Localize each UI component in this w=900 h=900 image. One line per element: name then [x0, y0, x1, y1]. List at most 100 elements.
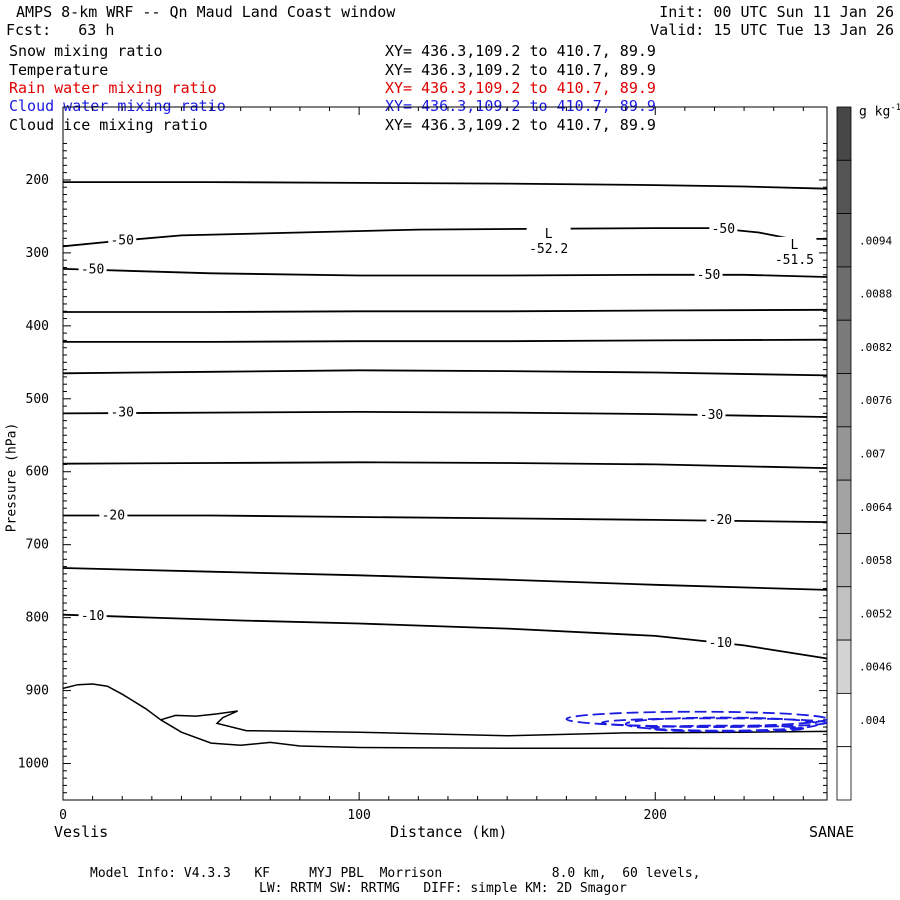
low-marker: L [545, 227, 553, 242]
isotherm-line [62, 369, 828, 377]
isotherm-label: -10 [709, 636, 732, 651]
plot-frame [62, 106, 828, 801]
chart-title: AMPS 8-km WRF -- Qn Maud Land Coast wind… [16, 3, 396, 21]
isotherm-label-bg [709, 220, 738, 235]
isotherm-label-bg [697, 406, 726, 421]
isotherm-line [62, 268, 828, 278]
field-cloud-ice-xy: XY= 436.3,109.2 to 410.7, 89.9 [385, 116, 656, 134]
isotherm-line [62, 567, 828, 591]
y-tick-label: 800 [26, 611, 49, 626]
isotherm-line [63, 514, 828, 523]
isotherm-label-bg [108, 404, 137, 419]
field-cloud-water-xy: XY= 436.3,109.2 to 410.7, 89.9 [385, 97, 656, 115]
y-axis-label: Pressure (hPa) [4, 422, 20, 533]
isotherm-label: -20 [102, 509, 125, 524]
isotherm-label-bg [694, 266, 723, 281]
cloud-water-contour [624, 716, 820, 732]
colorbar-swatch [836, 692, 852, 748]
colorbar-swatch [836, 319, 852, 374]
extremum-bg [772, 236, 817, 267]
colorbar-level-label: .0076 [859, 394, 892, 407]
isotherm-line [62, 410, 828, 418]
valid-time: Valid: 15 UTC Tue 13 Jan 26 [650, 21, 894, 39]
y-tick-label: 600 [26, 465, 49, 480]
colorbar-level-label: .004 [859, 714, 886, 727]
colorbar-level-label: .0088 [859, 288, 892, 301]
isotherm-label: -10 [81, 609, 104, 624]
forecast-hour: Fcst: 63 h [6, 21, 115, 39]
colorbar-swatch [836, 213, 852, 268]
field-cloud-water-name: Cloud water mixing ratio [9, 97, 226, 115]
isotherm-line [63, 338, 828, 343]
isotherm-label-bg [108, 232, 137, 247]
field-snow-name: Snow mixing ratio [9, 42, 163, 60]
isotherm-label: -30 [110, 406, 133, 421]
isotherm-line [63, 308, 828, 313]
isotherm-line [63, 181, 828, 190]
y-tick-label: 500 [26, 392, 49, 407]
colorbar-level-label: .0058 [859, 554, 892, 567]
colorbar-level-label: .0052 [859, 607, 892, 620]
y-tick-label: 900 [26, 684, 49, 699]
y-tick-label: 400 [26, 319, 49, 334]
field-rain-name: Rain water mixing ratio [9, 79, 217, 97]
field-temperature-name: Temperature [9, 61, 109, 79]
cloud-water-contour [648, 724, 805, 733]
isotherm-label-bg [99, 507, 128, 522]
cloud-water-contour [565, 710, 828, 728]
field-snow-xy: XY= 436.3,109.2 to 410.7, 89.9 [385, 42, 656, 60]
colorbar-unit-text: g kg [859, 104, 891, 120]
isotherm-label: -30 [700, 408, 723, 423]
colorbar-swatch [836, 159, 852, 215]
colorbar-swatch [836, 426, 852, 481]
isotherm-label-bg [78, 608, 107, 623]
field-cloud-ice-name: Cloud ice mixing ratio [9, 116, 208, 134]
colorbar-swatch [836, 106, 852, 161]
terrain-upper-line [62, 683, 828, 737]
isotherm-label-bg [706, 635, 735, 650]
model-info-line1: Model Info: V4.3.3 KF MYJ PBL Morrison 8… [90, 866, 701, 881]
isotherm-label: -20 [709, 513, 732, 528]
extremum-bg [526, 225, 571, 256]
init-time: Init: 00 UTC Sun 11 Jan 26 [659, 3, 894, 21]
terrain-lower-line [160, 719, 828, 750]
x-axis-label: Distance (km) [390, 823, 508, 841]
y-tick-label: 300 [26, 246, 49, 261]
isotherm-label: -50 [110, 233, 133, 248]
x-tick-label: 200 [644, 808, 667, 823]
right-endpoint-label: SANAE [809, 823, 855, 841]
y-tick-label: 700 [26, 538, 49, 553]
colorbar-swatch [836, 266, 852, 321]
colorbar-level-label: .0094 [859, 234, 892, 247]
left-endpoint-label: Veslis [54, 823, 109, 841]
x-tick-label: 100 [347, 808, 370, 823]
cloud-water-contour [601, 717, 828, 728]
y-tick-label: 200 [26, 173, 49, 188]
colorbar-level-label: .007 [859, 448, 886, 461]
low-marker: L [791, 238, 799, 253]
colorbar-unit: g kg-1 [859, 101, 900, 119]
colorbar-swatch [836, 746, 852, 801]
colorbar-swatch [836, 479, 852, 534]
colorbar-level-label: .0046 [859, 661, 892, 674]
isotherm-label-bg [706, 511, 735, 526]
y-tick-label: 1000 [18, 757, 49, 772]
colorbar-swatch [836, 373, 852, 428]
field-rain-xy: XY= 436.3,109.2 to 410.7, 89.9 [385, 79, 656, 97]
x-tick-label: 0 [59, 808, 67, 823]
isotherm-line [62, 461, 828, 469]
colorbar-swatch [836, 586, 852, 641]
isotherm-label-bg [78, 261, 107, 276]
colorbar-level-label: .0082 [859, 341, 892, 354]
isotherm-label: -50 [712, 222, 735, 237]
colorbar-swatch [836, 639, 852, 694]
low-value: -51.5 [775, 253, 814, 268]
colorbar-level-label: .0064 [859, 501, 892, 514]
colorbar-swatch [836, 533, 852, 588]
isotherm-label: -50 [697, 268, 720, 283]
colorbar-unit-exponent: -1 [890, 103, 900, 113]
field-temperature-xy: XY= 436.3,109.2 to 410.7, 89.9 [385, 61, 656, 79]
model-info-line2: LW: RRTM SW: RRTMG DIFF: simple KM: 2D S… [259, 881, 627, 896]
low-value: -52.2 [529, 242, 568, 257]
